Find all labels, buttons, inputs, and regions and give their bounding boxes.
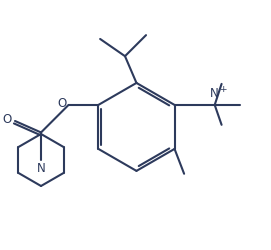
Text: N: N — [37, 162, 46, 175]
Text: +: + — [219, 85, 227, 94]
Text: O: O — [58, 96, 67, 110]
Text: N: N — [210, 87, 219, 100]
Text: O: O — [3, 112, 12, 126]
